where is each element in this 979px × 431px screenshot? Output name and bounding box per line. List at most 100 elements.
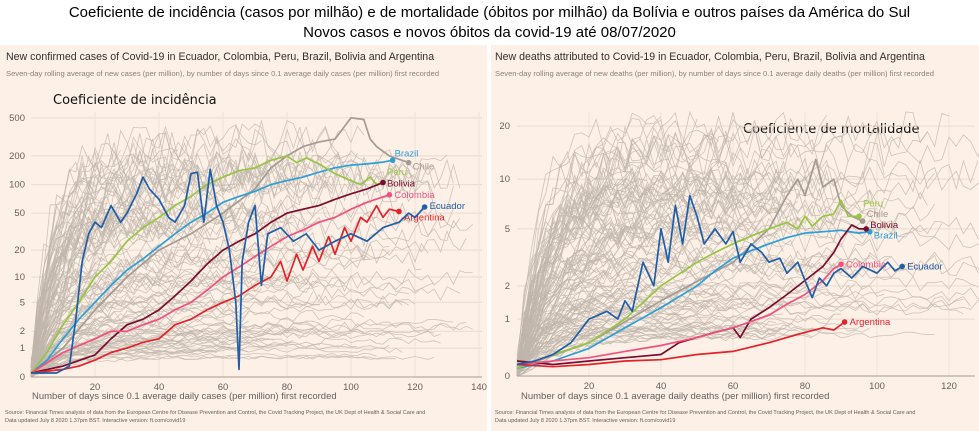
context-country-line <box>30 224 115 378</box>
y-tick-label: 200 <box>9 151 25 162</box>
bolivia-endpoint <box>380 179 386 186</box>
context-country-line <box>30 200 294 375</box>
ecuador-line <box>516 194 903 366</box>
context-country-line <box>516 332 777 374</box>
bolivia-endpoint <box>863 226 869 232</box>
context-country-line <box>516 168 633 377</box>
bolivia-label: Bolivia <box>387 179 416 190</box>
brazil-line <box>30 159 393 374</box>
context-country-line <box>516 185 784 365</box>
context-country-line <box>30 239 390 378</box>
y-tick-label: 5 <box>20 297 25 308</box>
context-country-line <box>30 160 416 368</box>
context-country-line <box>516 305 676 377</box>
context-country-line <box>516 295 971 377</box>
context-country-line <box>30 257 173 372</box>
y-tick-label: 1 <box>20 343 25 354</box>
x-axis-label: Number of days since 0.1 average daily c… <box>32 391 337 402</box>
context-country-line <box>516 115 827 370</box>
context-country-line <box>516 285 798 370</box>
x-tick-label: 80 <box>282 382 293 393</box>
context-country-line <box>516 147 611 367</box>
context-country-line <box>516 198 878 369</box>
argentina-label: Argentina <box>404 212 445 223</box>
source-note: Source: Financial Times analysis of data… <box>495 409 915 425</box>
context-country-line <box>516 127 979 377</box>
x-tick-label: 20 <box>584 381 595 392</box>
argentina-label: Argentina <box>850 317 891 328</box>
ecuador-line <box>31 168 426 374</box>
context-country-line <box>516 203 935 366</box>
context-country-line <box>516 311 784 372</box>
context-country-line <box>516 219 784 377</box>
header-line-2: Novos casos e novos óbitos da covid-19 a… <box>303 24 676 41</box>
context-country-line <box>516 168 842 371</box>
context-country-line <box>516 297 597 372</box>
x-tick-label: 100 <box>343 382 359 393</box>
context-country-line <box>30 178 333 378</box>
ecuador-label: Ecuador <box>907 261 942 272</box>
y-tick-label: 100 <box>9 180 25 191</box>
x-tick-label: 140 <box>471 382 487 393</box>
colombia-label: Colombia <box>394 190 435 201</box>
chart-subtitle: Seven-day rolling average of new cases (… <box>6 69 440 78</box>
context-country-line <box>516 319 777 377</box>
context-country-line <box>30 223 307 367</box>
y-tick-label: 0 <box>20 372 25 383</box>
colombia-endpoint <box>838 261 844 268</box>
context-country-line <box>30 215 301 378</box>
figure-header: Coeficiente de incidência (casos por mil… <box>0 0 979 43</box>
peru-line <box>30 155 384 374</box>
context-country-line <box>30 268 300 372</box>
ecuador-endpoint <box>421 204 428 210</box>
context-country-line <box>516 167 791 377</box>
context-country-line <box>516 189 892 377</box>
context-country-line <box>30 210 461 371</box>
context-country-line <box>516 259 979 377</box>
y-tick-label: 500 <box>9 113 25 124</box>
y-tick-label: 2 <box>20 326 25 337</box>
source-line-2: Data updated July 8 2020 1.37pm BST. Int… <box>5 418 186 424</box>
x-tick-label: 100 <box>869 381 885 392</box>
context-country-line <box>30 268 473 378</box>
context-country-line <box>30 352 377 376</box>
colombia-line <box>516 263 842 366</box>
chile-endpoint <box>405 159 412 166</box>
x-tick-label: 60 <box>728 381 739 392</box>
x-tick-label: 120 <box>407 382 423 393</box>
context-country-line <box>516 333 777 374</box>
context-country-line <box>30 207 173 373</box>
brazil-label: Brazil <box>874 231 898 242</box>
peru-label: Peru <box>387 167 407 178</box>
context-country-line <box>516 294 964 376</box>
context-country-line <box>516 272 647 376</box>
context-country-line <box>516 259 619 377</box>
y-tick-label: 10 <box>499 174 510 185</box>
context-country-line <box>516 313 841 377</box>
context-country-line <box>516 281 856 377</box>
context-country-line <box>516 141 885 360</box>
context-country-line <box>30 287 262 378</box>
ecuador-label: Ecuador <box>430 201 465 212</box>
x-tick-label: 40 <box>154 382 165 393</box>
chart-title: New confirmed cases of Covid-19 in Ecuad… <box>6 51 435 63</box>
context-country-line <box>516 158 784 368</box>
argentina-line <box>516 321 846 368</box>
y-tick-label: 5 <box>505 224 510 235</box>
ecuador-endpoint <box>899 263 905 270</box>
brazil-endpoint <box>389 157 396 164</box>
bolivia-line <box>30 181 384 374</box>
colombia-label: Colombia <box>846 259 887 270</box>
context-country-line <box>30 154 166 378</box>
context-country-line <box>516 293 734 371</box>
chile-label: Chile <box>413 162 435 173</box>
context-country-line <box>30 300 185 378</box>
context-country-line <box>30 162 422 378</box>
x-axis-label: Number of days since 0.1 average daily d… <box>521 391 830 402</box>
x-tick-label: 80 <box>800 381 811 392</box>
context-country-line <box>30 318 454 378</box>
context-country-line <box>516 112 662 376</box>
header-line-1: Coeficiente de incidência (casos por mil… <box>68 4 911 21</box>
deaths-chart: 0 1 2 5 10 20 20 40 60 80 100 120 Chile Brazil Peru Bol… <box>499 110 979 392</box>
